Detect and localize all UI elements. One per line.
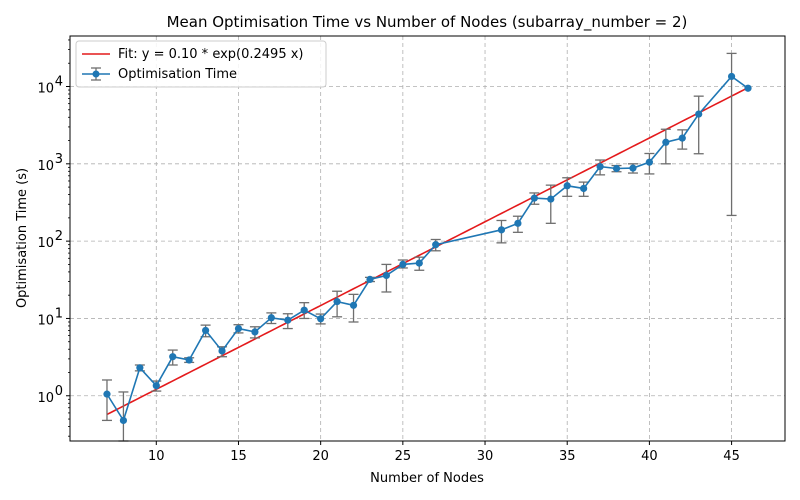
data-point	[103, 390, 111, 398]
x-tick-label: 45	[723, 449, 740, 464]
x-tick-label: 10	[148, 449, 165, 464]
x-tick-label: 40	[641, 449, 658, 464]
x-tick-label: 30	[477, 449, 494, 464]
data-point	[645, 158, 653, 166]
legend-series-label: Optimisation Time	[118, 67, 237, 82]
data-point	[251, 328, 259, 336]
data-point	[563, 182, 571, 190]
y-tick-exponent: 2	[55, 229, 63, 244]
data-point	[349, 301, 358, 309]
data-point	[169, 353, 177, 361]
data-point	[530, 194, 538, 202]
data-point	[547, 195, 555, 203]
y-axis-title: Optimisation Time (s)	[15, 168, 30, 308]
x-axis-title: Number of Nodes	[370, 471, 484, 486]
fit-line	[106, 86, 749, 416]
data-point	[612, 164, 621, 173]
y-tick-label: 10	[37, 313, 54, 328]
data-point	[514, 219, 522, 227]
x-axis: 10 15 20 25 30 35 40 45	[148, 441, 740, 464]
legend-fit-label: Fit: y = 0.10 * exp(0.2495 x)	[118, 47, 304, 62]
y-tick-exponent: 4	[55, 75, 63, 90]
data-point	[580, 184, 588, 193]
data-point	[366, 275, 374, 283]
x-tick-label: 35	[559, 449, 576, 464]
data-point	[382, 271, 391, 280]
data-point	[727, 72, 736, 81]
data-point	[497, 226, 506, 234]
y-tick-label: 10	[37, 391, 54, 406]
data-point	[744, 84, 752, 92]
legend-box	[75, 40, 327, 88]
series-layer	[103, 72, 752, 425]
y-tick-label: 10	[37, 82, 54, 97]
x-tick-label: 20	[312, 449, 329, 464]
x-tick-label: 15	[230, 449, 247, 464]
data-point	[136, 364, 144, 372]
y-tick-exponent: 0	[55, 384, 63, 399]
data-point	[662, 138, 670, 146]
data-point	[119, 416, 128, 425]
y-tick-label: 10	[37, 236, 54, 251]
fit-layer	[106, 86, 749, 416]
data-point	[678, 134, 686, 142]
data-point	[300, 306, 308, 314]
y-tick-label: 10	[37, 159, 54, 174]
plot-frame	[69, 35, 786, 442]
data-point	[629, 164, 637, 172]
x-tick-label: 25	[395, 449, 412, 464]
legend-series-marker	[92, 70, 100, 78]
data-point	[596, 163, 604, 171]
data-point	[695, 110, 703, 118]
data-point	[432, 241, 440, 249]
data-point	[185, 356, 193, 364]
data-point	[415, 259, 423, 267]
data-point	[399, 260, 407, 269]
data-point	[234, 324, 243, 333]
data-point	[317, 315, 325, 323]
data-point	[333, 298, 341, 306]
y-tick-exponent: 1	[55, 306, 63, 321]
legend: Fit: y = 0.10 * exp(0.2495 x) Optimisati…	[75, 40, 327, 88]
data-point	[267, 314, 275, 322]
data-point	[152, 382, 160, 390]
data-point	[284, 316, 292, 324]
chart-title: Mean Optimisation Time vs Number of Node…	[167, 13, 688, 32]
y-tick-exponent: 3	[55, 152, 63, 167]
data-point	[218, 347, 226, 355]
data-point	[202, 326, 210, 335]
